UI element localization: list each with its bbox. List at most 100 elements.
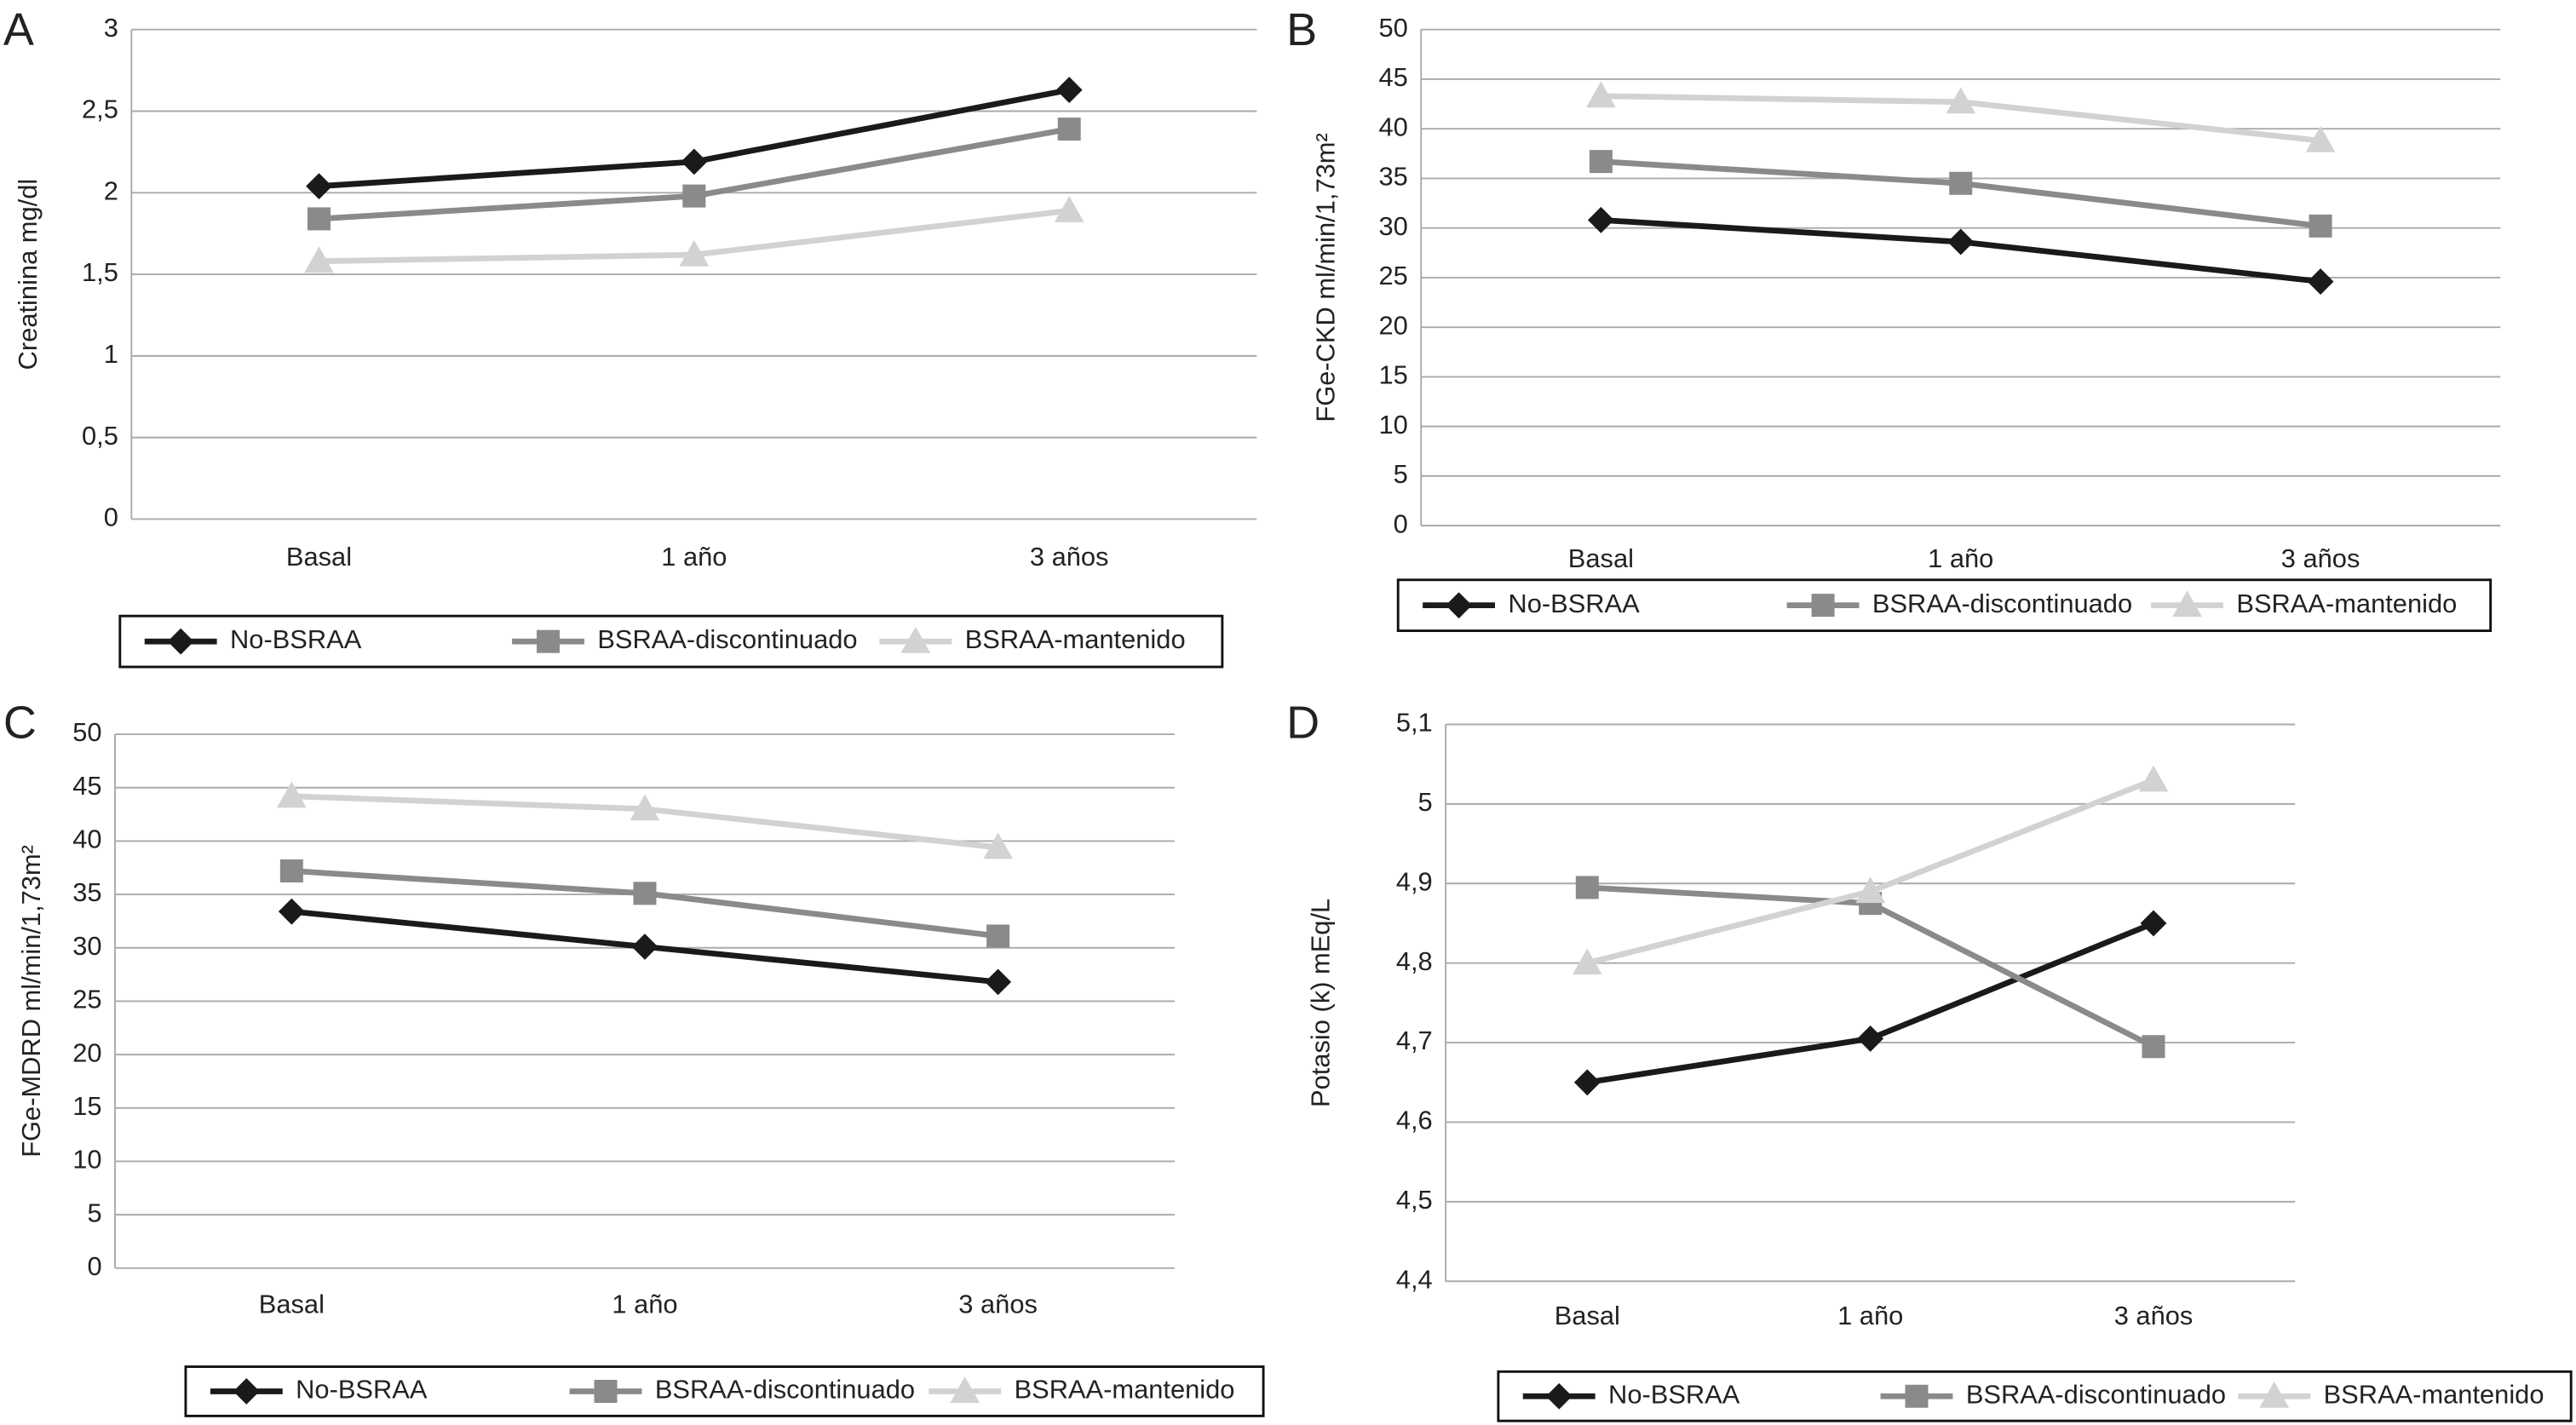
y-tick-label: 4,8: [1396, 946, 1433, 976]
y-tick-label: 45: [72, 771, 101, 801]
legend-swatch-marker: [537, 629, 561, 653]
marker-square: [1589, 150, 1613, 174]
legend-swatch-marker: [950, 1376, 980, 1403]
x-tick-label: 1 año: [1837, 1301, 1903, 1330]
panel-label: D: [1286, 698, 1320, 749]
marker-triangle: [983, 832, 1013, 859]
x-tick-label: 1 año: [1928, 543, 1993, 573]
y-tick-label: 1: [104, 339, 118, 369]
legend-box: [118, 614, 1224, 669]
legend-swatch-marker: [1545, 1382, 1573, 1410]
legend-label: BSRAA-mantenido: [1015, 1375, 1235, 1405]
legend-swatch-marker: [1446, 592, 1472, 619]
y-axis-title: FGe-CKD ml/min/1,73m²: [1310, 133, 1340, 422]
y-tick-label: 35: [1378, 162, 1407, 192]
legend-label: BSRAA-mantenido: [2324, 1379, 2544, 1409]
y-tick-label: 0: [104, 503, 118, 532]
marker-triangle: [1855, 876, 1886, 904]
marker-square: [986, 924, 1010, 948]
y-tick-label: 4,6: [1396, 1106, 1433, 1135]
legend-box: [1497, 1370, 2573, 1422]
legend-swatch-marker: [2259, 1381, 2290, 1408]
marker-diamond: [985, 968, 1012, 996]
y-tick-label: 0: [87, 1251, 101, 1281]
marker-triangle: [679, 239, 710, 267]
marker-triangle: [1946, 87, 1976, 114]
y-tick-label: 4,5: [1396, 1185, 1433, 1215]
legend-box: [1396, 578, 2493, 633]
marker-diamond: [1947, 228, 1975, 256]
marker-square: [1575, 876, 1599, 899]
y-tick-label: 4,7: [1396, 1026, 1433, 1055]
marker-triangle: [304, 246, 334, 273]
marker-triangle: [2305, 125, 2336, 152]
marker-diamond: [306, 173, 332, 200]
marker-triangle: [1054, 195, 1084, 222]
y-tick-label: 2: [104, 175, 118, 205]
y-axis-title: FGe-MDRD ml/min/1,73m²: [16, 845, 46, 1158]
marker-triangle: [276, 781, 307, 808]
marker-triangle: [2138, 765, 2169, 792]
marker-diamond: [1587, 206, 1614, 233]
marker-diamond: [1573, 1069, 1601, 1096]
y-tick-label: 30: [1378, 211, 1407, 241]
x-tick-label: 3 años: [2114, 1301, 2194, 1330]
y-tick-label: 50: [1378, 13, 1407, 43]
x-tick-label: 3 años: [1030, 542, 1109, 572]
x-tick-label: Basal: [1555, 1301, 1620, 1330]
y-tick-label: 25: [1378, 261, 1407, 290]
x-tick-label: 1 año: [612, 1289, 677, 1319]
y-tick-label: 25: [72, 985, 101, 1014]
marker-square: [2142, 1035, 2165, 1059]
marker-square: [633, 882, 657, 905]
y-tick-label: 0: [1394, 509, 1408, 538]
x-tick-label: Basal: [259, 1289, 325, 1319]
panel-label: B: [1286, 4, 1317, 55]
legend-label: BSRAA-discontinuado: [1966, 1379, 2226, 1409]
series-line: [1586, 777, 2155, 966]
y-tick-label: 5: [1418, 787, 1433, 817]
x-tick-label: 3 años: [2281, 543, 2360, 573]
marker-square: [307, 207, 331, 231]
legend-swatch-marker: [900, 626, 931, 653]
marker-diamond: [1055, 77, 1083, 104]
y-axis-title: Potasio (k) mEq/L: [1306, 899, 1336, 1107]
y-tick-label: 20: [1378, 310, 1407, 340]
y-tick-label: 5: [1394, 459, 1408, 489]
y-tick-label: 45: [1378, 62, 1407, 92]
legend-label: BSRAA-discontinuado: [655, 1375, 915, 1405]
y-tick-label: 2,5: [82, 95, 118, 124]
legend-label: No-BSRAA: [296, 1375, 428, 1405]
panel-label: C: [3, 698, 37, 749]
marker-diamond: [1857, 1025, 1884, 1052]
y-tick-label: 30: [72, 931, 101, 961]
y-tick-label: 20: [72, 1037, 101, 1067]
y-tick-label: 50: [72, 717, 101, 747]
legend-label: BSRAA-discontinuado: [597, 624, 857, 654]
marker-diamond: [278, 898, 305, 925]
legend-swatch-marker: [594, 1379, 618, 1403]
y-tick-label: 4,4: [1396, 1264, 1433, 1294]
x-tick-label: 1 año: [661, 542, 727, 572]
marker-square: [279, 859, 303, 883]
marker-triangle: [1586, 81, 1616, 108]
x-tick-label: 3 años: [958, 1289, 1038, 1319]
marker-square: [2309, 214, 2332, 238]
y-tick-label: 5,1: [1396, 708, 1433, 738]
legend-label: No-BSRAA: [1508, 589, 1640, 618]
x-tick-label: Basal: [1568, 543, 1634, 573]
y-tick-label: 10: [72, 1145, 101, 1175]
legend-swatch-marker: [1905, 1384, 1929, 1408]
y-axis-title: Creatinina mg/dl: [13, 179, 43, 371]
marker-diamond: [631, 934, 658, 960]
y-tick-label: 40: [72, 825, 101, 854]
y-tick-label: 4,9: [1396, 866, 1433, 896]
x-tick-label: Basal: [286, 542, 352, 572]
marker-triangle: [630, 794, 660, 821]
y-tick-label: 35: [72, 877, 101, 907]
y-tick-label: 15: [1378, 360, 1407, 390]
marker-diamond: [2140, 910, 2167, 937]
legend-swatch-marker: [167, 628, 194, 655]
